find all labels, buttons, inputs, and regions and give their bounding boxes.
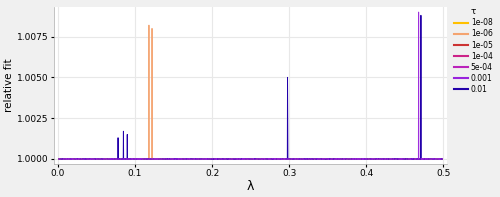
X-axis label: λ: λ <box>247 180 254 193</box>
Y-axis label: relative fit: relative fit <box>4 59 14 112</box>
Legend: 1e-08, 1e-06, 1e-05, 1e-04, 5e-04, 0.001, 0.01: 1e-08, 1e-06, 1e-05, 1e-04, 5e-04, 0.001… <box>451 4 496 97</box>
